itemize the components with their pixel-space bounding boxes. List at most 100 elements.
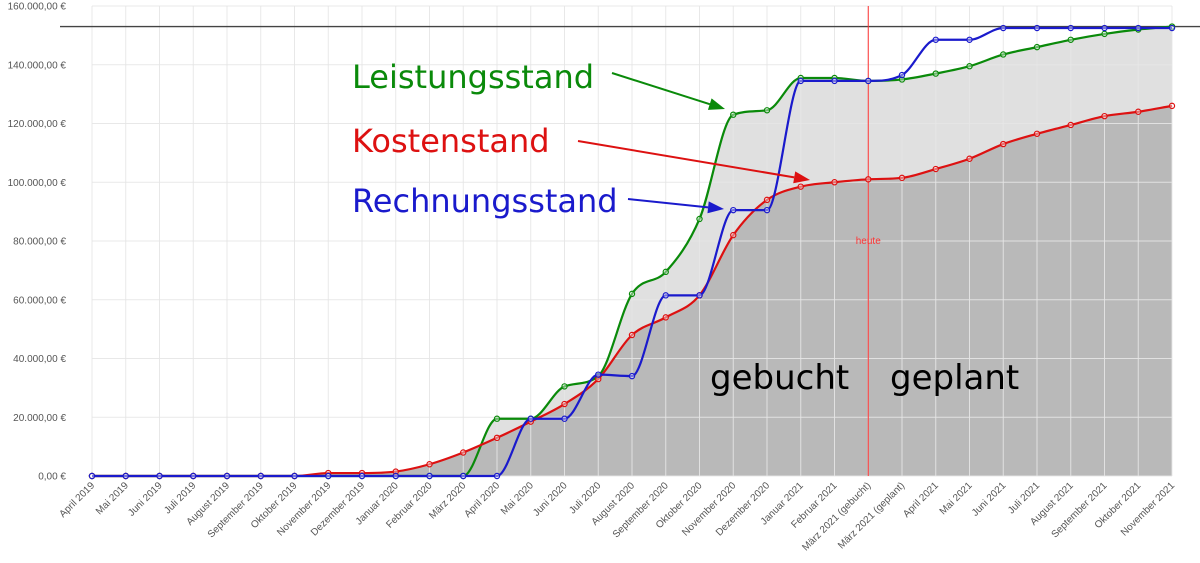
x-tick-label: Juni 2019 [126, 480, 165, 519]
rechnungsstand-point [932, 36, 939, 43]
kostenstand-point [561, 400, 568, 408]
y-tick-label: 160.000,00 € [8, 2, 67, 13]
leistungsstand-point [730, 111, 737, 118]
rechnungsstand-point [156, 472, 163, 480]
rechnungsstand-point [493, 472, 501, 480]
kostenstand-point [966, 155, 973, 162]
rechnungsstand-point [628, 372, 636, 380]
rechnungsstand-point [662, 292, 669, 299]
kostenstand-point [1000, 140, 1007, 148]
x-tick-label: April 2019 [58, 480, 98, 520]
kostenstand-point [662, 314, 669, 321]
leistungsstand-point [628, 290, 636, 298]
x-tick-label: Juni 2021 [970, 480, 1009, 519]
rechnungsstand-point [88, 472, 96, 480]
kostenstand-point [865, 176, 872, 183]
rechnungsstand-point [1135, 24, 1142, 32]
kostenstand-point [1033, 130, 1041, 137]
kostenstand-point [1135, 108, 1142, 115]
kostenstand-point [426, 461, 433, 468]
rechnungsstand-point [763, 206, 771, 214]
rechnungsstand-point [1067, 24, 1074, 32]
leistungsstand-point [696, 215, 703, 223]
rechnungsstand-arrow-shaft [627, 198, 709, 209]
x-tick-label: April 2021 [901, 480, 941, 520]
rechnungsstand-point [1000, 24, 1007, 32]
leistungsstand-point [493, 415, 501, 422]
kostenstand-point [392, 468, 399, 475]
leistungsstand-point [1000, 51, 1007, 58]
y-tick-label: 0,00 € [38, 472, 66, 483]
leistungsstand-point [898, 76, 906, 83]
today-marker: heute [856, 6, 881, 476]
y-tick-label: 100.000,00 € [8, 178, 67, 189]
rechnungsstand-point [291, 472, 298, 480]
kostenstand-point [493, 434, 501, 442]
leistungsstand-arrow-shaft [611, 72, 711, 106]
rechnungsstand-arrow-head [707, 201, 724, 214]
annotations [577, 72, 810, 214]
kostenstand-arrow [577, 140, 810, 184]
series-lines [88, 23, 1176, 480]
rechnungsstand-point [223, 472, 231, 480]
rechnungsstand-point [1168, 24, 1176, 32]
rechnungsstand-point [561, 415, 568, 422]
kostenstand-point [1101, 112, 1108, 120]
y-tick-label: 20.000,00 € [13, 413, 66, 424]
rechnungsstand-arrow [627, 198, 724, 214]
kostenstand-point [628, 331, 636, 339]
grid-lines [91, 5, 1173, 477]
leistungsstand-point [561, 383, 568, 390]
x-tick-label: März 2021 (geplant) [836, 480, 907, 551]
leistungsstand-point [1067, 36, 1074, 43]
leistungsstand-arrow [611, 72, 725, 110]
leistungsstand-point [932, 70, 939, 77]
zone-label-gebucht: gebucht [710, 358, 849, 398]
rechnungsstand-point [257, 472, 264, 480]
kostenstand-arrow-head [793, 171, 810, 184]
x-tick-label: Juni 2020 [531, 480, 570, 519]
kostenstand-point [595, 375, 602, 383]
kostenstand-point [1168, 102, 1176, 110]
y-tick-label: 140.000,00 € [8, 60, 67, 71]
leistungsstand-point [1101, 30, 1108, 38]
leistungsstand-arrow-head [707, 98, 725, 110]
series-label-rechnungsstand: Rechnungsstand [352, 182, 618, 220]
rechnungsstand-point [966, 36, 973, 43]
rechnungsstand-point [392, 472, 399, 480]
y-tick-label: 40.000,00 € [13, 354, 66, 365]
leistungsstand-point [1033, 43, 1041, 51]
rechnungsstand-point [797, 77, 804, 85]
series-label-leistungsstand: Leistungsstand [352, 58, 594, 96]
rechnungsstand-point [1033, 24, 1041, 32]
rechnungsstand-point [426, 472, 433, 480]
x-tick-label: März 2020 [427, 480, 468, 521]
rechnungsstand-point [190, 472, 197, 480]
kostenstand-point [460, 449, 467, 456]
kostenstand-point [1067, 121, 1074, 129]
kostenstand-arrow-shaft [577, 140, 795, 179]
rechnungsstand-point [527, 415, 534, 422]
rechnungsstand-point [865, 77, 872, 85]
rechnungsstand-point [460, 472, 467, 480]
kostenstand-point [932, 165, 939, 173]
kostenstand-point [797, 183, 804, 190]
kostenstand-point [763, 196, 771, 204]
rechnungsstand-point [696, 292, 703, 299]
leistungsstand-point [662, 268, 669, 276]
rechnungsstand-point [831, 77, 838, 85]
x-tick-label: April 2020 [463, 480, 503, 520]
zone-label-geplant: geplant [890, 358, 1019, 398]
y-tick-label: 80.000,00 € [13, 237, 66, 248]
y-tick-label: 60.000,00 € [13, 295, 66, 306]
kostenstand-point [730, 231, 737, 239]
leistungsstand-point [966, 63, 973, 70]
kostenstand-point [831, 179, 838, 186]
y-axis-tick-labels: 0,00 € 20.000,00 € 40.000,00 € 60.000,00 € 8… [8, 2, 67, 483]
leistungsstand-point [763, 107, 771, 114]
kostenstand-point [898, 174, 906, 182]
rechnungsstand-point [898, 71, 906, 79]
rechnungsstand-line [91, 26, 1172, 478]
